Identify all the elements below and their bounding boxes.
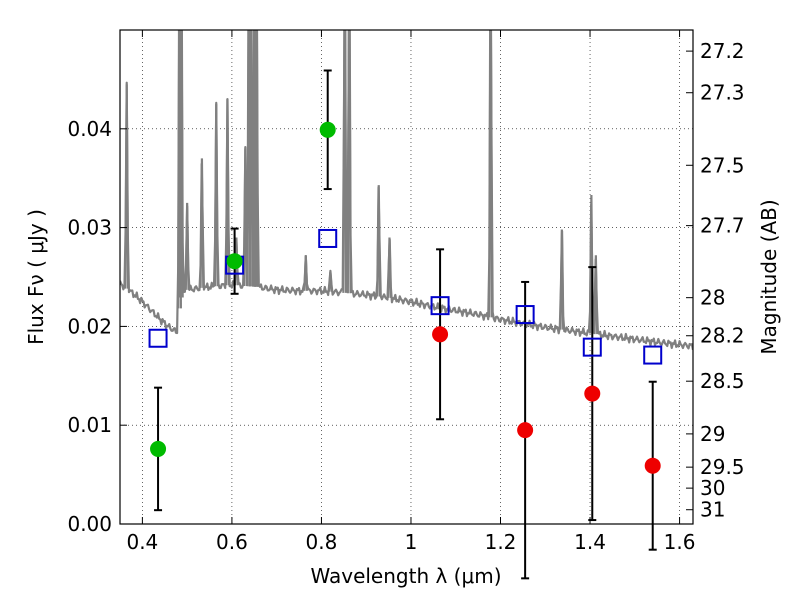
y2-axis-label: Magnitude (AB) xyxy=(757,199,781,354)
y-tick-label: 0.03 xyxy=(67,216,112,240)
emission-line xyxy=(593,255,599,335)
model-photometry-layer xyxy=(148,228,663,365)
emission-line xyxy=(124,84,130,289)
emission-line xyxy=(346,30,352,294)
x-tick-label: 1.2 xyxy=(485,530,517,554)
detection-point xyxy=(226,253,243,270)
x-tick-label: 1 xyxy=(405,530,418,554)
y2-tick-label: 27.3 xyxy=(700,81,745,105)
plot-frame xyxy=(119,29,694,525)
y2-tick-label: 31 xyxy=(700,498,725,522)
model-photometry-square xyxy=(515,305,535,325)
emission-line xyxy=(488,30,494,318)
emission-line xyxy=(199,158,205,288)
emission-line xyxy=(178,30,184,298)
spectrum-layer xyxy=(120,30,693,351)
y2-tick-label: 30 xyxy=(700,476,725,500)
y-tick-label: 0.01 xyxy=(67,413,112,437)
model-photometry-square xyxy=(582,337,602,357)
x-tick-label: 0.4 xyxy=(126,530,158,554)
x-tick-label: 1.4 xyxy=(574,530,606,554)
y2-tick-label: 28.2 xyxy=(700,324,745,348)
x-tick-label: 0.8 xyxy=(306,530,338,554)
y2-tick-label: 27.2 xyxy=(700,39,745,63)
y2-tick-label: 29.5 xyxy=(700,455,745,479)
non-detection-point xyxy=(432,326,449,343)
emission-line xyxy=(376,185,382,297)
non-detection-point xyxy=(584,385,601,402)
y-tick-label: 0.02 xyxy=(67,314,112,338)
points-layer xyxy=(150,121,661,474)
y-tick-label: 0.04 xyxy=(67,117,112,141)
emission-line xyxy=(342,30,348,293)
emission-line xyxy=(387,237,392,298)
x-tick-label: 0.6 xyxy=(216,530,248,554)
y-axis-label: Flux Fν ( μJy ) xyxy=(24,209,48,345)
ticks-layer: 0.4 0.6 0.8 1 1.2 1.4 1.6 0.00 0.01 0.02 0.03 0.04 2… xyxy=(67,30,745,554)
model-photometry-square xyxy=(643,345,663,365)
x-tick-label: 1.6 xyxy=(664,530,696,554)
y2-tick-label: 27.7 xyxy=(700,214,745,238)
non-detection-point xyxy=(517,422,534,439)
y2-tick-label: 27.5 xyxy=(700,153,745,177)
detection-point xyxy=(150,440,167,457)
x-axis-label: Wavelength λ (μm) xyxy=(310,564,501,588)
y2-tick-label: 28.5 xyxy=(700,369,745,393)
emission-line xyxy=(327,271,333,292)
emission-line xyxy=(184,202,190,290)
model-photometry-square xyxy=(430,296,450,316)
detection-point xyxy=(319,121,336,138)
emission-line xyxy=(213,104,219,287)
emission-line xyxy=(224,99,230,286)
emission-line xyxy=(559,229,565,330)
emission-line xyxy=(303,255,309,291)
y2-tick-label: 28 xyxy=(700,286,725,310)
non-detection-point xyxy=(644,457,661,474)
emission-line xyxy=(254,30,259,287)
model-photometry-square xyxy=(318,228,338,248)
emission-line xyxy=(242,148,248,286)
plot-area xyxy=(120,30,693,524)
y-tick-label: 0.00 xyxy=(67,512,112,536)
emission-line xyxy=(248,30,254,287)
y2-tick-label: 29 xyxy=(700,422,725,446)
model-photometry-square xyxy=(148,328,168,348)
